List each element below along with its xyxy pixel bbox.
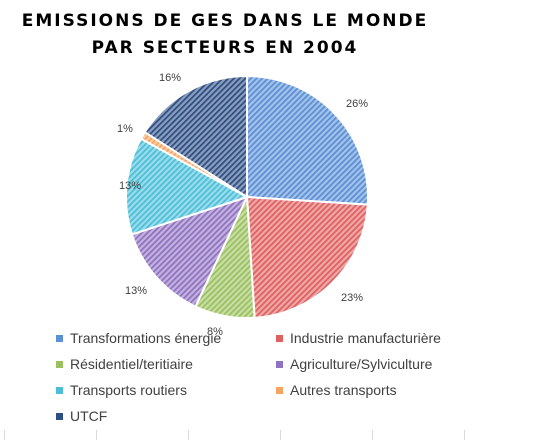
pie-slice-7 [143,74,248,199]
legend-label: Agriculture/Sylviculture [290,356,433,372]
legend-swatch [56,334,63,342]
legend-swatch [56,412,63,420]
legend-label: Résidentiel/teritiaire [70,356,193,372]
data-label-1: 26% [346,98,368,110]
gridline-tick [96,430,97,440]
chart-title-line-1: EMISSIONS DE GES DANS LE MONDE [21,11,429,31]
data-label-6: 1% [117,123,133,135]
legend-item-1: Transformations énergie [56,330,221,346]
legend-item-2: Industrie manufacturière [276,330,441,346]
legend-swatch [276,360,283,368]
legend-label: Transports routiers [70,382,187,398]
legend-item-7: UTCF [56,408,107,424]
legend-item-6: Autres transports [276,382,397,398]
data-label-3: 8% [207,326,223,338]
chart-title: EMISSIONS DE GES DANS LE MONDE PAR SECTE… [0,8,450,62]
legend-label: UTCF [70,408,108,424]
legend-swatch [276,334,283,342]
legend-swatch [56,360,63,368]
gridline-tick [4,430,5,440]
data-label-5: 13% [119,180,141,192]
chart-title-line-2: PAR SECTEURS EN 2004 [91,38,359,58]
gridline-tick [372,430,373,440]
legend-swatch [56,386,63,394]
legend-item-4: Agriculture/Sylviculture [276,356,432,372]
legend-swatch [276,386,283,394]
legend-label: Autres transports [290,382,397,398]
legend-item-3: Résidentiel/teritiaire [56,356,193,372]
gridline-tick [188,430,189,440]
legend-item-5: Transports routiers [56,382,187,398]
gridline-tick [464,430,465,440]
legend-label: Industrie manufacturière [290,330,441,346]
gridline-tick [280,430,281,440]
data-label-4: 13% [125,285,147,297]
pie-slice-5 [125,137,250,236]
legend-label: Transformations énergie [70,330,222,346]
pie-slice-1 [246,74,369,206]
data-label-2: 23% [341,292,363,304]
pie-slice-2 [245,195,369,319]
data-label-7: 16% [159,72,181,84]
pie-slice-4 [130,195,249,308]
